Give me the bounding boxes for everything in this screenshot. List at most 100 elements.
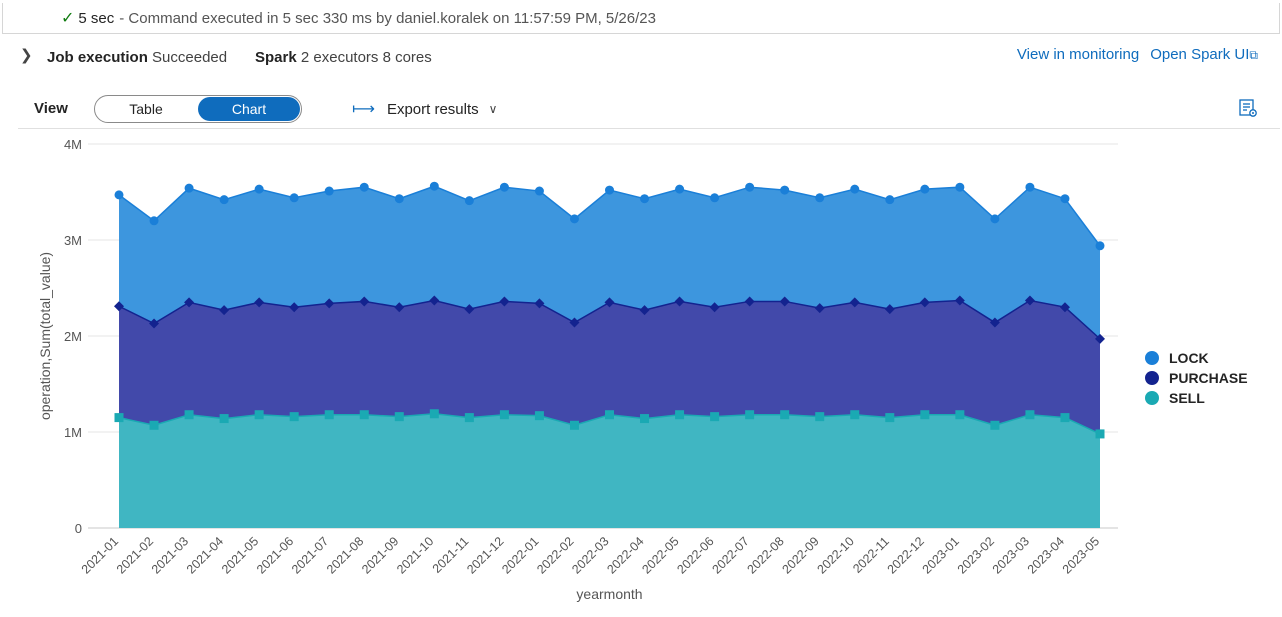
point-lock — [289, 193, 299, 203]
point-sell — [955, 410, 965, 420]
point-lock — [710, 193, 720, 203]
legend-item-sell[interactable]: SELL — [1145, 388, 1248, 408]
point-lock — [1060, 194, 1070, 204]
tab-chart[interactable]: Chart — [198, 97, 300, 121]
area-purchase — [119, 300, 1100, 434]
point-purchase — [1095, 333, 1105, 344]
point-lock — [850, 184, 860, 194]
point-lock — [394, 194, 404, 204]
point-sell — [1025, 410, 1035, 420]
point-sell — [1095, 429, 1105, 439]
view-label: View — [34, 100, 68, 117]
x-tick-label: 2021-02 — [114, 534, 156, 576]
point-sell — [605, 410, 614, 420]
point-sell — [745, 410, 755, 420]
point-purchase — [534, 298, 545, 309]
point-purchase — [744, 296, 755, 307]
x-tick-label: 2023-05 — [1060, 534, 1102, 576]
point-sell — [675, 410, 685, 420]
execution-duration: 5 sec — [78, 9, 115, 27]
execution-message: - Command executed in 5 sec 330 ms by da… — [119, 9, 656, 27]
legend-purchase-dot — [1145, 371, 1159, 385]
point-sell — [184, 410, 194, 420]
chevron-down-icon: ∨ — [488, 102, 498, 116]
y-tick-label: 0 — [75, 521, 82, 536]
point-sell — [885, 413, 895, 423]
x-tick-label: 2023-01 — [920, 534, 962, 576]
toolbar-divider — [18, 128, 1280, 129]
point-sell — [394, 412, 404, 422]
legend-item-lock[interactable]: LOCK — [1145, 348, 1248, 368]
chart-settings-icon[interactable] — [1238, 98, 1258, 123]
point-sell — [1060, 413, 1070, 423]
export-results-button[interactable]: ⟼ Export results ∨ — [352, 99, 497, 119]
point-sell — [289, 412, 299, 422]
x-tick-label: 2022-12 — [885, 534, 927, 576]
point-lock — [114, 190, 124, 200]
point-purchase — [954, 295, 965, 306]
point-purchase — [919, 297, 930, 308]
point-purchase — [324, 298, 335, 309]
x-tick-label: 2021-10 — [394, 534, 436, 576]
point-purchase — [359, 296, 370, 307]
point-purchase — [989, 317, 1000, 328]
point-sell — [219, 414, 229, 424]
y-tick-label: 3M — [64, 233, 82, 248]
x-tick-label: 2022-09 — [779, 534, 821, 576]
view-in-monitoring-link[interactable]: View in monitoring — [1016, 46, 1140, 63]
x-tick-label: 2023-02 — [955, 534, 997, 576]
point-lock — [359, 182, 369, 192]
legend-lock-label: LOCK — [1169, 350, 1209, 366]
tab-table[interactable]: Table — [129, 101, 163, 117]
point-purchase — [394, 302, 405, 313]
point-purchase — [149, 318, 160, 329]
point-purchase — [674, 296, 685, 307]
open-spark-ui-label: Open Spark UI — [1150, 46, 1250, 63]
spark-label: Spark — [255, 48, 297, 66]
point-lock — [920, 184, 930, 194]
x-tick-label: 2022-06 — [674, 534, 716, 576]
x-tick-label: 2022-03 — [569, 534, 611, 576]
point-sell — [850, 410, 860, 420]
x-tick-label: 2022-04 — [604, 534, 646, 576]
point-sell — [429, 409, 439, 419]
point-lock — [219, 195, 229, 205]
x-tick-label: 2022-10 — [815, 534, 857, 576]
point-sell — [990, 420, 1000, 430]
point-sell — [114, 413, 124, 423]
job-execution-value: Succeeded — [152, 48, 228, 66]
point-lock — [324, 186, 334, 196]
area-sell — [119, 413, 1100, 528]
x-tick-label: 2021-04 — [184, 534, 226, 576]
x-tick-label: 2021-08 — [324, 534, 366, 576]
stacked-area-chart: 01M2M3M4M2021-012021-022021-032021-04202… — [37, 137, 1118, 602]
point-sell — [920, 410, 930, 420]
open-spark-ui-link[interactable]: Open Spark UI⧉ — [1150, 46, 1258, 63]
point-lock — [640, 194, 650, 204]
point-purchase — [709, 302, 720, 313]
spark-summary: Spark 2 executors 8 cores — [255, 49, 432, 66]
point-purchase — [219, 305, 230, 316]
y-tick-label: 2M — [64, 329, 82, 344]
legend-item-purchase[interactable]: PURCHASE — [1145, 368, 1248, 388]
x-axis-title: yearmonth — [576, 586, 642, 602]
point-lock — [780, 185, 790, 195]
point-purchase — [814, 303, 825, 314]
x-tick-label: 2021-09 — [359, 534, 401, 576]
point-purchase — [429, 295, 440, 306]
point-sell — [534, 411, 544, 421]
point-purchase — [569, 317, 580, 328]
point-purchase — [464, 304, 475, 315]
legend-sell-label: SELL — [1169, 390, 1205, 406]
x-tick-label: 2022-05 — [639, 534, 681, 576]
checkmark-icon: ✓ — [61, 10, 75, 27]
x-tick-label: 2022-01 — [499, 534, 541, 576]
point-lock — [464, 196, 474, 206]
y-tick-label: 4M — [64, 137, 82, 152]
point-lock — [569, 214, 579, 224]
chevron-right-icon[interactable]: ❯ — [20, 47, 33, 64]
x-tick-label: 2021-11 — [430, 534, 472, 576]
export-results-label: Export results — [386, 100, 479, 118]
point-lock — [885, 195, 895, 205]
x-tick-label: 2021-12 — [464, 534, 506, 576]
